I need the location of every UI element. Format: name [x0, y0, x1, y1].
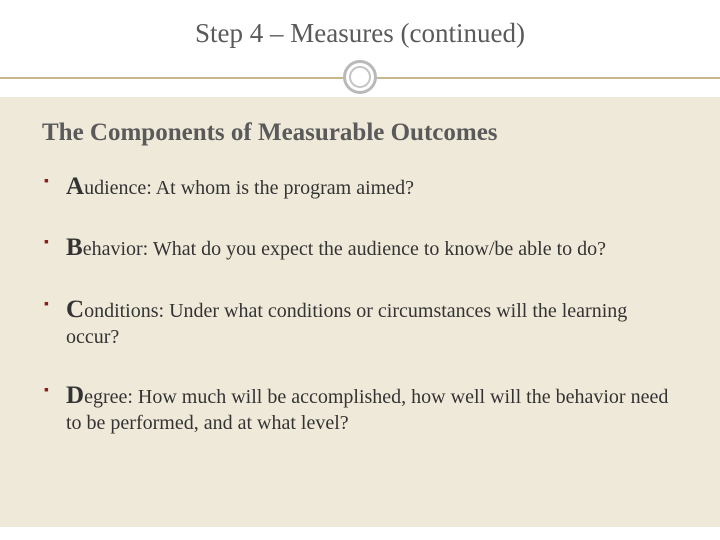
divider-circle-inner-icon: [349, 66, 371, 88]
bullet-text: udience: At whom is the program aimed?: [84, 177, 414, 199]
list-item: Audience: At whom is the program aimed?: [42, 171, 678, 202]
divider-circle-icon: [343, 60, 377, 94]
bullet-big-letter: D: [66, 382, 84, 409]
bullet-big-letter: C: [66, 296, 84, 323]
list-item: Behavior: What do you expect the audienc…: [42, 232, 678, 263]
bullet-list: Audience: At whom is the program aimed? …: [42, 171, 678, 436]
slide: Step 4 – Measures (continued) The Compon…: [0, 0, 720, 540]
bullet-text: egree: How much will be accomplished, ho…: [66, 386, 668, 434]
list-item: Degree: How much will be accomplished, h…: [42, 380, 678, 436]
bullet-big-letter: B: [66, 234, 83, 261]
title-area: Step 4 – Measures (continued): [0, 0, 720, 57]
divider: [0, 57, 720, 97]
bullet-text: ehavior: What do you expect the audience…: [83, 238, 606, 260]
bullet-text: onditions: Under what conditions or circ…: [66, 300, 627, 348]
page-title: Step 4 – Measures (continued): [0, 18, 720, 49]
list-item: Conditions: Under what conditions or cir…: [42, 294, 678, 350]
bullet-big-letter: A: [66, 173, 84, 200]
subtitle: The Components of Measurable Outcomes: [42, 119, 678, 147]
content-area: The Components of Measurable Outcomes Au…: [0, 97, 720, 527]
